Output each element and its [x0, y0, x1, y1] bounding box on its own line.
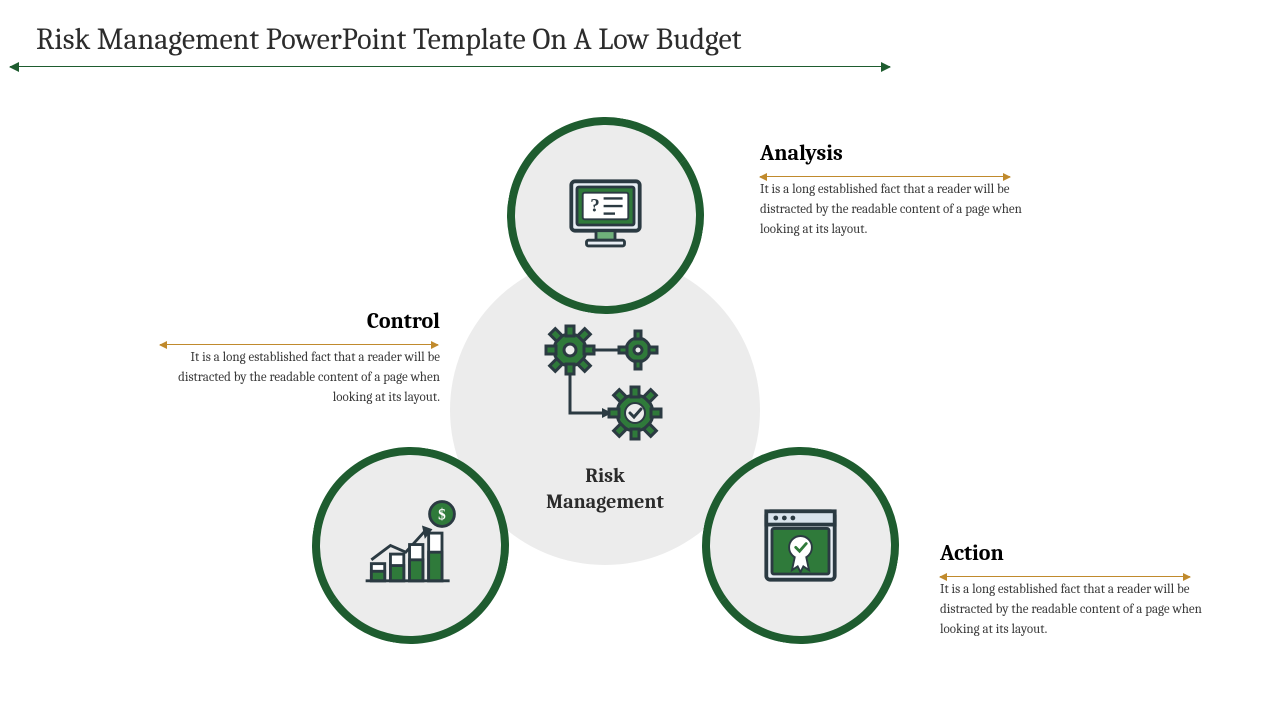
control-title: Control [140, 308, 440, 334]
growth-chart-icon: $ [318, 453, 503, 638]
action-divider [940, 576, 1190, 577]
action-block: Action It is a long established fact tha… [940, 540, 1240, 640]
analysis-body: It is a long established fact that a rea… [760, 180, 1060, 240]
analysis-block: Analysis It is a long established fact t… [760, 140, 1060, 240]
action-body: It is a long established fact that a rea… [940, 580, 1240, 640]
slide-canvas: Risk Management PowerPoint Template On A… [0, 0, 1280, 720]
action-title: Action [940, 540, 1240, 566]
analysis-divider [760, 176, 1010, 177]
certificate-window-icon [708, 453, 893, 638]
analysis-title: Analysis [760, 140, 1060, 166]
center-label-line2: Management [546, 490, 664, 513]
control-body: It is a long established fact that a rea… [140, 348, 440, 408]
action-circle [708, 453, 893, 638]
center-label-line1: Risk [585, 464, 625, 487]
control-circle: $ [318, 453, 503, 638]
svg-text:$: $ [438, 507, 446, 524]
control-divider [160, 344, 438, 345]
monitor-question-icon: ? [513, 123, 698, 308]
slide-title: Risk Management PowerPoint Template On A… [36, 22, 741, 57]
title-divider [10, 66, 890, 67]
svg-text:?: ? [590, 196, 600, 217]
analysis-circle: ? [513, 123, 698, 308]
control-block: Control It is a long established fact th… [140, 308, 440, 408]
